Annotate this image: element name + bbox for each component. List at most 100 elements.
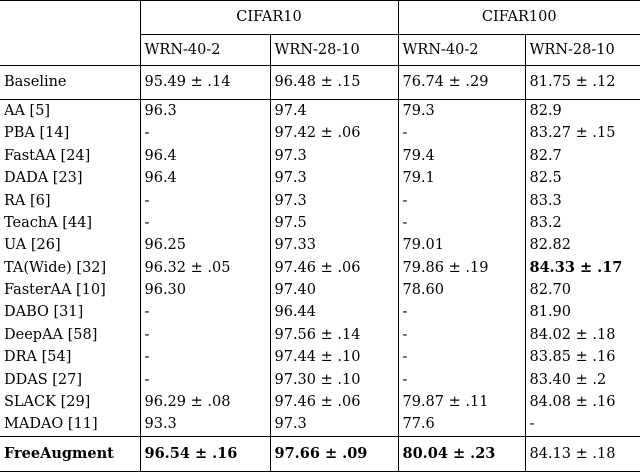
table-row: AA [5] 96.3 97.4 79.3 82.9 (0, 99, 640, 123)
table-row: DDAS [27] -97.30 ± .10-83.40 ± .2 (0, 368, 640, 392)
value-cell: - (139, 122, 270, 145)
table-row: SLACK [29] 96.29 ± .08 97.46 ± .06 79.87 ± … (0, 391, 640, 414)
method-name: MADAO [11] (4, 416, 98, 433)
value-cell: 97.3 (269, 167, 398, 190)
value-cell: 97.44 ± .10 (269, 346, 398, 369)
value-cell: 96.32 ± .05 (139, 256, 270, 280)
value-cell: - (524, 413, 640, 437)
method-name: Baseline (0, 65, 140, 100)
value-cell: - (397, 368, 525, 392)
value-cell: 97.66 ± .09 (269, 435, 398, 472)
value-cell: 84.33 ± .17 (524, 256, 640, 280)
value-cell: 96.44 (269, 301, 398, 324)
value-cell: 83.27 ± .15 (524, 122, 640, 145)
value-cell: 82.9 (524, 99, 640, 123)
table-row: FasterAA [10] 96.30 97.40 78.60 82.70 (0, 279, 640, 302)
table-row: TA(Wide) [32] 96.32 ± .05 97.46 ± .06 79.86… (0, 256, 640, 280)
subheader-c100-wrn402: WRN-40-2 (397, 34, 525, 66)
value-cell: 84.13 ± .18 (524, 435, 640, 472)
value-cell: - (139, 346, 270, 369)
value-cell: 83.40 ± .2 (524, 368, 640, 392)
method-name: RA [6] (4, 192, 51, 209)
value-cell: 82.7 (524, 144, 640, 168)
corner-cell (0, 0, 140, 35)
method-name: SLACK [29] (4, 394, 91, 411)
value-cell: 96.29 ± .08 (139, 391, 270, 414)
value-cell: 97.40 (269, 279, 398, 302)
subheader-c100-wrn2810: WRN-28-10 (524, 34, 640, 66)
table-row: DRA [54] -97.44 ± .10-83.85 ± .16 (0, 346, 640, 369)
value-cell: 97.46 ± .06 (269, 256, 398, 280)
value-cell: 83.2 (524, 211, 640, 235)
method-header-cell (0, 35, 140, 66)
value-cell: 96.54 ± .16 (139, 435, 270, 472)
value-cell: 96.4 (139, 144, 270, 168)
value-cell: 83.85 ± .16 (524, 346, 640, 369)
value-cell: 79.4 (397, 144, 525, 168)
value-cell: 97.46 ± .06 (269, 391, 398, 414)
method-name: TA(Wide) [32] (4, 259, 107, 276)
subheader-c10-wrn2810: WRN-28-10 (269, 34, 398, 66)
subheader-row: WRN-40-2 WRN-28-10 WRN-40-2 WRN-28-10 (0, 34, 640, 66)
value-cell: 82.82 (524, 234, 640, 257)
table-row: RA [6] -97.3-83.3 (0, 189, 640, 212)
value-cell: 96.25 (139, 234, 270, 257)
value-cell: 78.60 (397, 279, 525, 302)
value-cell: 80.04 ± .23 (397, 435, 525, 472)
value-cell: 97.4 (269, 99, 398, 123)
group-header-row: CIFAR10 CIFAR100 (0, 0, 640, 35)
value-cell: 76.74 ± .29 (397, 65, 525, 100)
value-cell: - (139, 323, 270, 347)
value-cell: 97.42 ± .06 (269, 122, 398, 145)
method-name: PBA [14] (4, 125, 70, 142)
value-cell: - (139, 301, 270, 324)
value-cell: 84.02 ± .18 (524, 323, 640, 347)
table-row: FastAA [24] 96.4 97.3 79.4 82.7 (0, 144, 640, 168)
value-cell: 97.33 (269, 234, 398, 257)
value-cell: 93.3 (139, 413, 270, 437)
method-name: FreeAugment (0, 435, 140, 472)
value-cell: 82.5 (524, 167, 640, 190)
value-cell: 97.3 (269, 189, 398, 212)
method-name: DADA [23] (4, 170, 83, 187)
value-cell: 79.86 ± .19 (397, 256, 525, 280)
value-cell: 79.01 (397, 234, 525, 257)
baseline-row: Baseline 95.49 ± .14 96.48 ± .15 76.74 ±… (0, 65, 640, 100)
value-cell: - (397, 301, 525, 324)
value-cell: - (397, 323, 525, 347)
value-cell: 97.56 ± .14 (269, 323, 398, 347)
value-cell: 97.30 ± .10 (269, 368, 398, 392)
value-cell: 82.70 (524, 279, 640, 302)
value-cell: 81.90 (524, 301, 640, 324)
method-name: DABO [31] (4, 304, 84, 321)
value-cell: - (139, 211, 270, 235)
method-name: UA [26] (4, 237, 61, 254)
method-name: FastAA [24] (4, 147, 91, 164)
value-cell: - (397, 122, 525, 145)
value-cell: - (139, 189, 270, 212)
method-name: TeachA [44] (4, 214, 93, 231)
table-row: MADAO [11] 93.3 97.3 77.6- (0, 413, 640, 437)
value-cell: 96.48 ± .15 (269, 65, 398, 100)
value-cell: 97.3 (269, 413, 398, 437)
value-cell: 81.75 ± .12 (524, 65, 640, 100)
subheader-c10-wrn402: WRN-40-2 (139, 34, 270, 66)
group-header-cifar10: CIFAR10 (139, 0, 398, 35)
value-cell: 83.3 (524, 189, 640, 212)
group-header-cifar100: CIFAR100 (397, 0, 640, 35)
value-cell: 96.3 (139, 99, 270, 123)
method-rows: AA [5] 96.3 97.4 79.3 82.9 PBA [14] -97.42 ± .… (0, 99, 640, 437)
value-cell: - (139, 368, 270, 392)
value-cell: 79.87 ± .11 (397, 391, 525, 414)
value-cell: 97.3 (269, 144, 398, 168)
value-cell: - (397, 211, 525, 235)
value-cell: 96.4 (139, 167, 270, 190)
table-row: DABO [31] -96.44-81.90 (0, 301, 640, 324)
value-cell: 97.5 (269, 211, 398, 235)
method-name: DDAS [27] (4, 371, 83, 388)
value-cell: 95.49 ± .14 (139, 65, 270, 100)
method-name: DRA [54] (4, 349, 72, 366)
value-cell: 79.1 (397, 167, 525, 190)
